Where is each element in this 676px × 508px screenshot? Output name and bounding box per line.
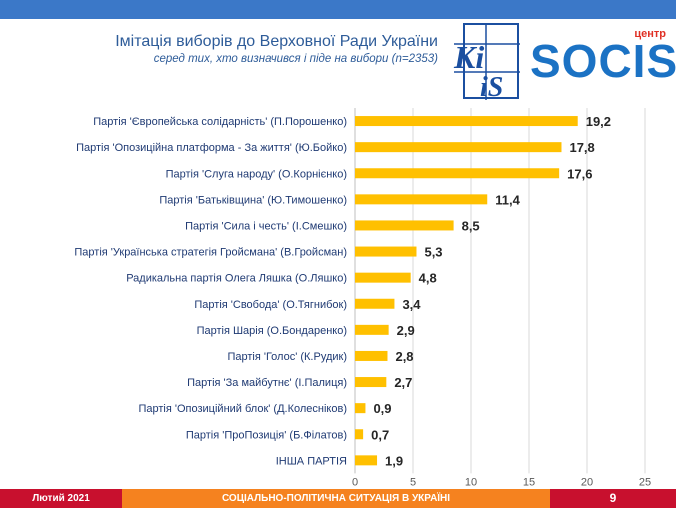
chart-value-labels: 19,2 17,8 17,6 11,4 8,5 5,3 4,8 3,4 2,9 2,8 2,70,9…: [371, 114, 611, 468]
category-label: Радикальна партія Олега Ляшка (О.Ляшко): [126, 273, 347, 285]
x-tick-label: 15: [523, 476, 535, 488]
value-label: 3,4: [402, 297, 421, 312]
value-label: 2,8: [395, 349, 413, 364]
kiis-logo: Ki iS: [453, 23, 520, 102]
bar: [355, 246, 417, 257]
bar: [355, 298, 395, 309]
value-label: 5,3: [424, 245, 442, 260]
bar: [355, 168, 560, 179]
category-label: Партія 'Слуга народу' (О.Корнієнко): [166, 168, 347, 180]
kiis-logo-top-text: Ki: [453, 39, 484, 75]
kiis-logo-bottom-text: iS: [480, 72, 503, 102]
value-label: 11,4: [495, 192, 520, 207]
category-label: Партія 'Свобода' (О.Тягнибок): [194, 299, 347, 311]
top-bar: [0, 0, 676, 19]
category-label: ІНША ПАРТІЯ: [276, 455, 347, 467]
bar-chart: Партія 'Європейська солідарність' (П.Пор…: [74, 108, 651, 488]
bar: [355, 272, 411, 283]
bar: [355, 194, 488, 205]
bar: [355, 220, 454, 231]
category-label: Партія 'Голос' (К.Рудик): [227, 351, 347, 363]
bar: [355, 403, 366, 414]
category-label: Партія 'За майбутнє' (І.Палиця): [187, 377, 347, 389]
bar: [355, 142, 562, 153]
category-label: Партія 'Опозиційний блок' (Д.Колесніков): [138, 403, 347, 415]
value-label: 0,9: [373, 401, 391, 416]
category-label: Партія 'ПроПозиція' (Б.Філатов): [186, 429, 347, 441]
footer-date: Лютий 2021: [0, 489, 122, 508]
bar: [355, 377, 387, 388]
socis-logo: центр SOCIS: [528, 28, 676, 86]
category-label: Партія 'Сила і честь' (І.Смешко): [185, 220, 347, 232]
chart-gridlines: [354, 108, 646, 474]
bar: [355, 455, 378, 466]
bar: [355, 116, 578, 127]
value-label: 0,7: [371, 427, 389, 442]
chart-title: Імітація виборів до Верховної Ради Украї…: [115, 33, 438, 50]
x-tick-label: 20: [581, 476, 593, 488]
bar: [355, 324, 389, 335]
socis-centre-label: центр: [634, 28, 666, 40]
category-label: Партія 'Опозиційна платформа - За життя'…: [76, 142, 347, 154]
footer: Лютий 2021 СОЦІАЛЬНО-ПОЛІТИЧНА СИТУАЦІЯ …: [0, 489, 676, 508]
chart-category-labels: Партія 'Європейська солідарність' (П.Пор…: [74, 116, 347, 467]
category-label: Партія 'Європейська солідарність' (П.Пор…: [93, 116, 347, 128]
value-label: 4,8: [419, 271, 437, 286]
bar: [355, 350, 388, 361]
chart-bars: [355, 116, 578, 466]
category-label: Партія 'Батьківщина' (Ю.Тимошенко): [159, 194, 347, 206]
value-label: 17,8: [569, 140, 594, 155]
footer-page-number: 9: [550, 489, 676, 508]
category-label: Партія Шарія (О.Бондаренко): [197, 325, 347, 337]
chart-x-ticks: 0 5 10 15 20 25: [352, 476, 651, 488]
bar: [355, 429, 364, 440]
value-label: 19,2: [586, 114, 611, 129]
chart-subtitle: серед тих, хто визначився і піде на вибо…: [153, 53, 438, 65]
value-label: 8,5: [462, 218, 480, 233]
x-tick-label: 25: [639, 476, 651, 488]
category-label: Партія 'Українська стратегія Гройсмана' …: [74, 247, 347, 259]
value-label: 2,7: [394, 375, 412, 390]
x-tick-label: 10: [465, 476, 477, 488]
value-label: 2,9: [397, 323, 415, 338]
value-label: 1,9: [385, 453, 403, 468]
value-label: 17,6: [567, 166, 592, 181]
x-tick-label: 0: [352, 476, 358, 488]
x-tick-label: 5: [410, 476, 416, 488]
footer-section-title: СОЦІАЛЬНО-ПОЛІТИЧНА СИТУАЦІЯ В УКРАЇНІ: [122, 489, 550, 508]
socis-name: SOCIS: [530, 35, 676, 87]
